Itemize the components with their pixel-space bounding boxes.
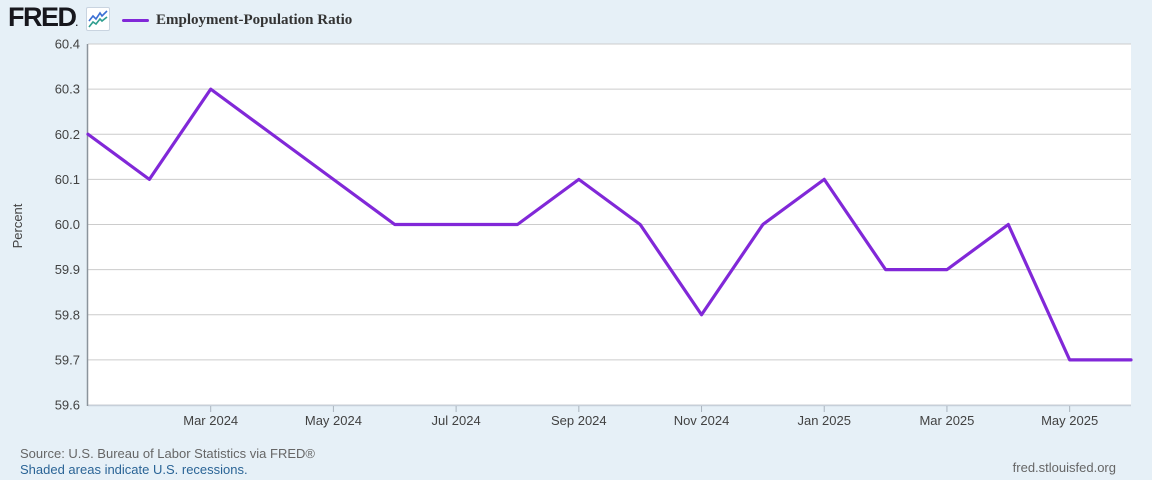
legend-label: Employment-Population Ratio xyxy=(156,11,353,28)
source-text: Source: U.S. Bureau of Labor Statistics … xyxy=(20,446,315,461)
fred-logo-text: FRED xyxy=(8,2,77,32)
x-tick-label: May 2025 xyxy=(1041,413,1098,428)
fred-logo: FRED. xyxy=(8,2,78,38)
x-tick-label: Mar 2025 xyxy=(919,413,974,428)
recession-note-link[interactable]: Shaded areas indicate U.S. recessions. xyxy=(20,462,248,477)
x-tick-label: Jan 2025 xyxy=(797,413,851,428)
x-tick-label: Mar 2024 xyxy=(183,413,238,428)
y-tick-label: 60.1 xyxy=(55,172,80,187)
x-tick-label: Jul 2024 xyxy=(432,413,481,428)
x-tick-label: Nov 2024 xyxy=(674,413,730,428)
y-tick-label: 60.0 xyxy=(55,217,80,232)
chart-legend: Employment-Population Ratio xyxy=(122,0,352,40)
chart-canvas[interactable]: 59.6 59.7 59.8 59.9 60.0 60.1 60.2 60.3 60.4 Mar … xyxy=(0,0,1152,440)
y-tick-label: 60.3 xyxy=(55,82,80,97)
y-tick-label: 59.6 xyxy=(55,398,80,413)
site-url: fred.stlouisfed.org xyxy=(1012,460,1116,475)
y-axis-label: Percent xyxy=(10,203,25,248)
x-tick-label: Sep 2024 xyxy=(551,413,607,428)
registered-mark: . xyxy=(75,18,79,28)
fred-sparkline-icon xyxy=(86,7,110,31)
y-tick-label: 60.4 xyxy=(55,37,80,52)
legend-line-swatch xyxy=(122,19,149,22)
y-tick-label: 60.2 xyxy=(55,127,80,142)
series-line xyxy=(86,87,1133,362)
y-tick-label: 59.9 xyxy=(55,262,80,277)
y-tick-label: 59.7 xyxy=(55,352,80,367)
y-tick-label: 59.8 xyxy=(55,307,80,322)
chart-header: FRED. Employment-Population Ratio xyxy=(0,0,1152,40)
sparkline-glyph xyxy=(88,10,108,28)
x-tick-label: May 2024 xyxy=(305,413,362,428)
